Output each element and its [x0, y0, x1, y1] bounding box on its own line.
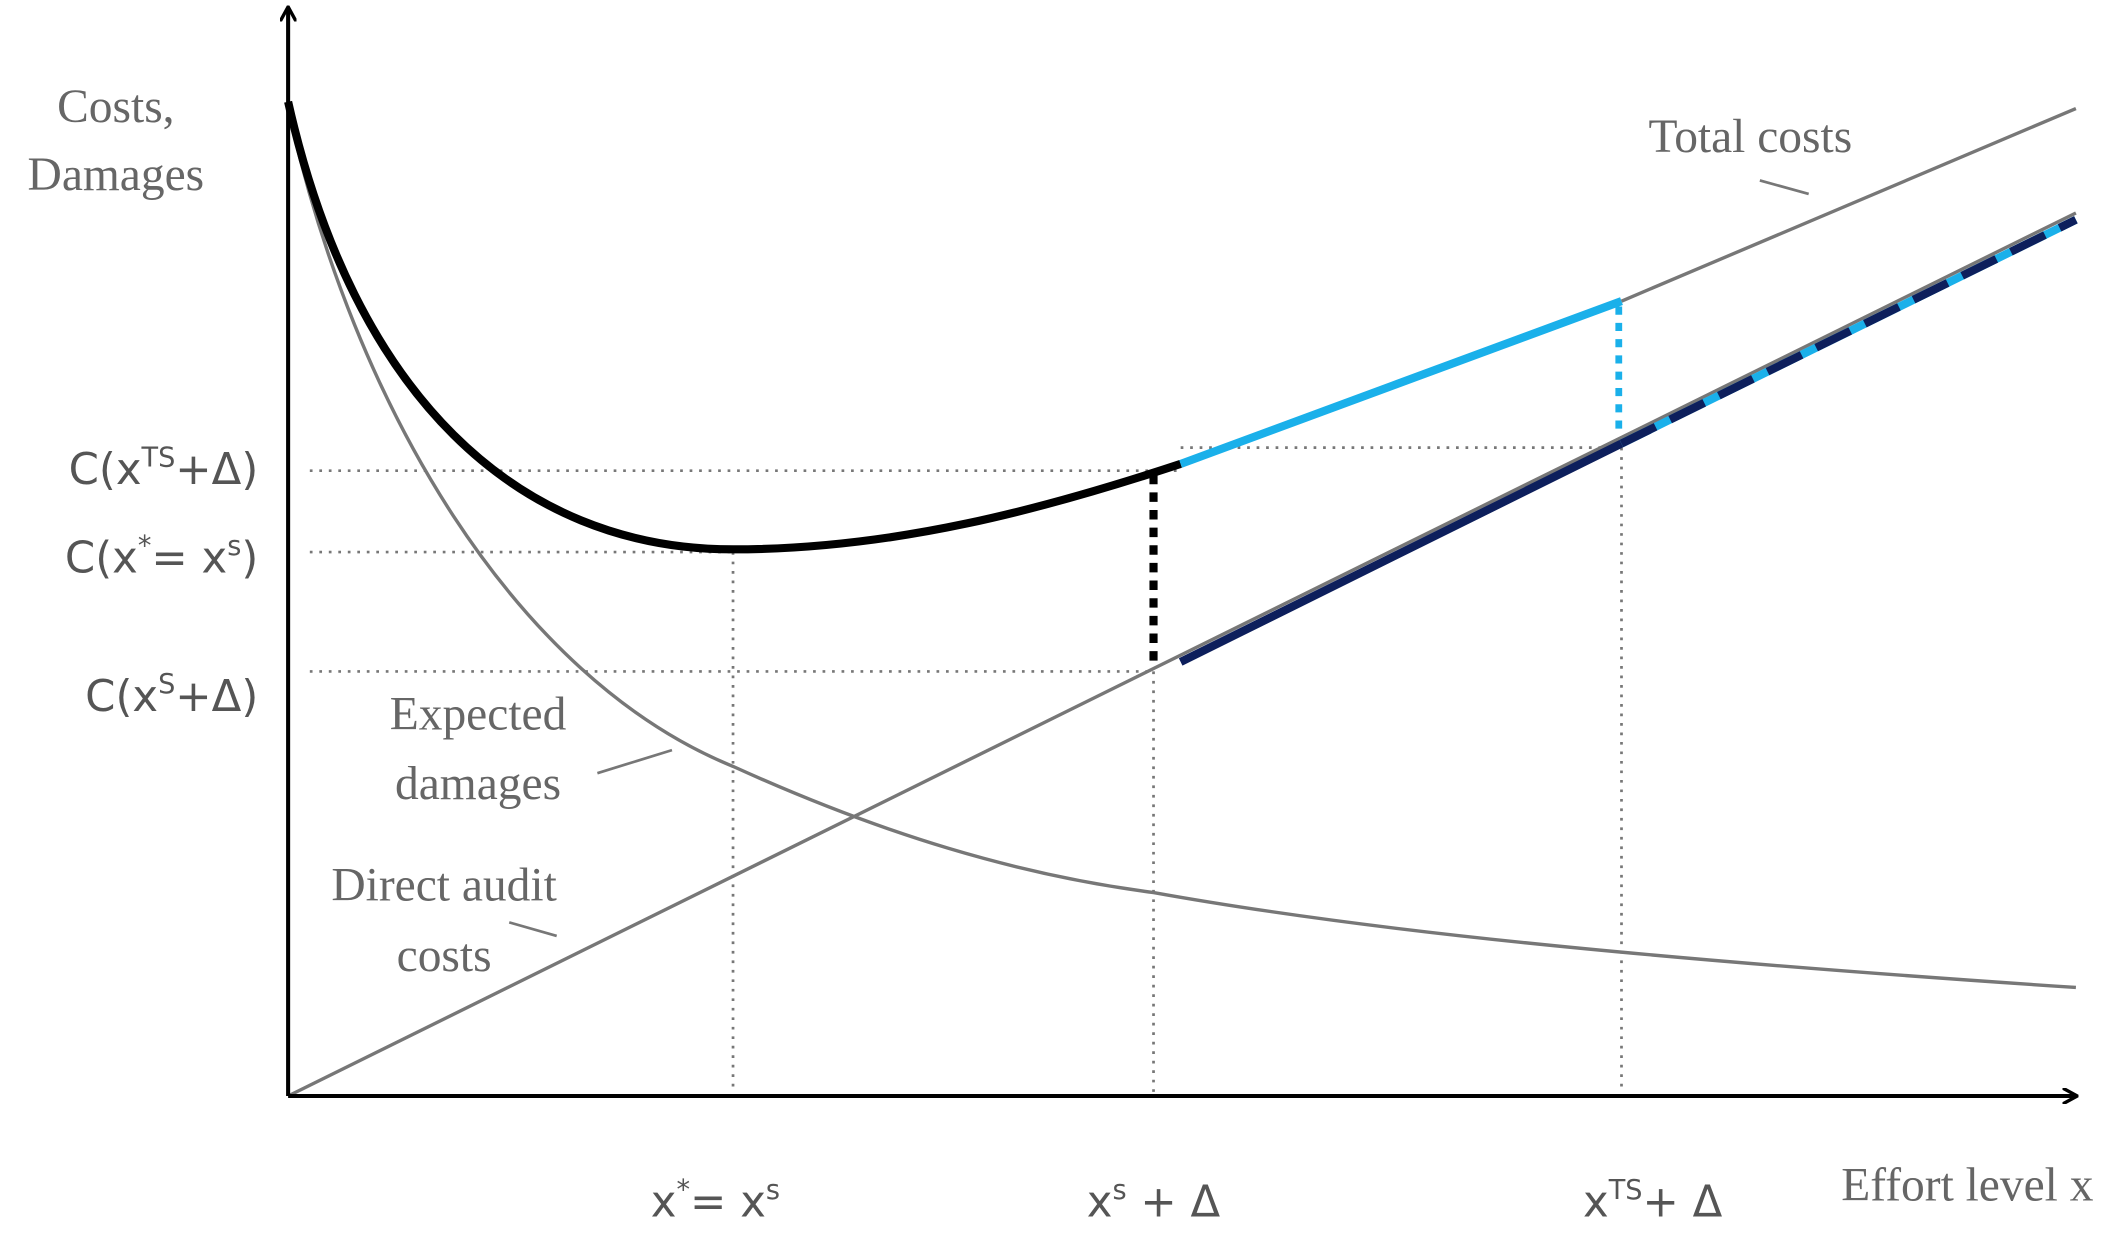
curve-label: damages	[395, 758, 561, 810]
superscript: *	[138, 531, 152, 562]
text: +Δ)	[175, 672, 258, 722]
superscript: TS	[1608, 1175, 1643, 1206]
y-axis-label: Costs,	[57, 81, 174, 133]
total-costs-segment	[1179, 297, 1623, 468]
leader	[508, 921, 558, 938]
superscript: s	[766, 1175, 780, 1206]
leader	[596, 748, 673, 775]
guides	[309, 446, 1623, 1094]
curve-label: Expected	[390, 689, 567, 741]
text: x	[1583, 1178, 1609, 1228]
text: = x	[690, 1178, 766, 1228]
axis-value-label: xTS+ Δ	[1583, 1175, 1723, 1228]
x-axis-label: Effort level x	[1841, 1159, 2093, 1211]
text: + Δ	[1643, 1178, 1723, 1228]
superscript: *	[676, 1175, 690, 1206]
curve-label: Direct audit	[331, 860, 556, 912]
axis-value-label: x*= xs	[651, 1175, 780, 1228]
total-costs-optimal	[284, 100, 1182, 554]
superscript: s	[1112, 1175, 1126, 1206]
text: C(x	[85, 672, 158, 722]
curve-label: costs	[397, 930, 492, 982]
axis-value-label: C(xS+Δ)	[85, 669, 258, 722]
text: )	[241, 533, 258, 583]
direct-audit-costs-line	[287, 211, 2077, 1098]
text: + Δ	[1127, 1178, 1221, 1228]
text: x	[651, 1178, 677, 1228]
axis-value-label: xs + Δ	[1087, 1175, 1221, 1228]
text: C(x	[69, 445, 142, 495]
leader	[1759, 179, 1810, 196]
curve-label: Total costs	[1649, 111, 1853, 163]
axis-value-label: C(xTS+Δ)	[69, 443, 259, 496]
superscript: TS	[141, 443, 176, 474]
y-axis-label: Damages	[28, 149, 205, 201]
text: C(x	[65, 533, 138, 583]
superscript: s	[227, 531, 241, 562]
expected-damages-curve	[286, 108, 2077, 990]
axis-value-label: C(x*= xs)	[65, 531, 258, 584]
audit-segment	[1178, 439, 1624, 666]
text: x	[1087, 1178, 1113, 1228]
audit-segment-dashed	[1619, 216, 2078, 448]
text: = x	[151, 533, 227, 583]
total-costs-line	[1620, 106, 2077, 303]
superscript: S	[158, 669, 175, 700]
text: +Δ)	[175, 445, 258, 495]
